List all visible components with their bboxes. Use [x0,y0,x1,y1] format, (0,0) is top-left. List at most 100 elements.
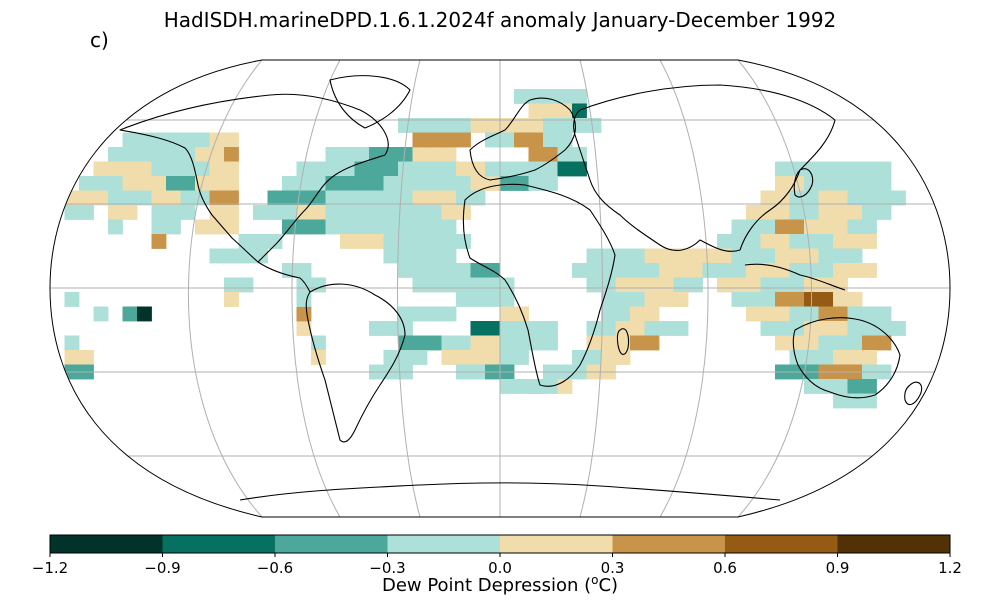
anomaly-cell [789,263,805,278]
anomaly-cell [789,219,805,235]
anomaly-cell [615,248,631,264]
anomaly-cell [833,190,848,206]
anomaly-cell [746,292,761,307]
anomaly-cell [108,176,123,191]
anomaly-cell [876,335,892,351]
anomaly-cell [630,292,645,307]
anomaly-cell [862,234,877,249]
anomaly-cell [833,292,848,307]
anomaly-cell [441,306,457,322]
anomaly-cell [630,335,645,351]
anomaly-cell [427,118,442,133]
anomaly-cell [398,321,413,336]
anomaly-cell [441,219,457,235]
anomaly-cell [253,234,268,249]
anomaly-cell [775,277,790,293]
anomaly-cell [383,176,399,191]
anomaly-cell [470,335,486,351]
anomaly-cell [427,147,442,162]
anomaly-cell [151,132,167,148]
anomaly-cell [79,176,94,191]
anomaly-cell [528,132,544,148]
anomaly-cell [354,190,370,206]
anomaly-cell [238,277,254,293]
anomaly-cell [514,89,529,104]
anomaly-cell [122,147,138,162]
anomaly-cell [833,176,848,191]
coastlines [119,75,923,501]
anomaly-cell [369,234,384,249]
anomaly-cell [369,219,384,235]
anomaly-cell [224,248,239,264]
anomaly-cell [572,350,587,365]
anomaly-cell [586,263,602,278]
colorbar-bin-0 [50,535,163,553]
anomaly-cell [717,263,732,278]
anomaly-cell [412,248,428,264]
anomaly-cell [775,176,790,191]
anomaly-cell [775,306,790,322]
anomaly-cell [630,248,645,264]
anomaly-cell [804,176,819,191]
anomaly-cell [195,132,210,148]
anomaly-cell [108,190,123,206]
anomaly-cell [166,176,181,191]
anomaly-cell [876,176,892,191]
anomaly-cell [789,292,805,307]
anomaly-cell [731,234,747,249]
anomaly-cell [485,292,500,307]
anomaly-cell [876,321,892,336]
anomaly-cell [151,147,167,162]
north-america-coast [119,93,389,263]
anomaly-cell [238,248,254,264]
anomaly-cell [209,176,225,191]
anomaly-cell [166,219,181,235]
anomaly-cell [818,321,834,336]
anomaly-cell [441,350,457,365]
anomaly-cell [79,350,94,365]
anomaly-cell [833,263,848,278]
anomaly-cell [586,248,602,264]
anomaly-cell [180,132,196,148]
anomaly-cell [760,248,776,264]
anomaly-cell [470,292,486,307]
anomaly-cell [470,277,486,293]
anomaly-cell [398,147,413,162]
anomaly-cell [209,147,225,162]
anomaly-cell [543,118,558,133]
anomaly-cell [340,161,355,177]
anomaly-cell [862,350,877,365]
anomaly-cell [441,190,457,206]
anomaly-cell [644,335,660,351]
madagascar-coast [616,328,630,355]
anomaly-cell [847,248,863,264]
anomaly-cell [673,321,689,336]
anomaly-cell [282,176,297,191]
anomaly-cell [833,219,848,235]
anomaly-cell [514,335,529,351]
colorbar-tick-label: −1.2 [31,559,69,577]
anomaly-cell [557,132,573,148]
anomaly-cell [833,277,848,293]
anomaly-cell [514,306,529,322]
anomaly-cell [543,321,558,336]
anomaly-cell [325,161,341,177]
meridian-line [659,60,709,517]
anomaly-cell [412,234,428,249]
anomaly-cell [311,161,326,177]
anomaly-cell [412,176,428,191]
anomaly-cell [572,263,587,278]
anomaly-cell [601,350,616,365]
anomaly-cell [296,219,312,235]
anomaly-cell [804,205,819,220]
anomaly-cell [717,248,732,264]
anomaly-cell [615,292,631,307]
anomaly-cell [499,321,515,336]
anomaly-cell [847,219,863,235]
panel-label: c) [90,28,109,52]
colorbar-tick-label: −0.9 [144,559,181,577]
anomaly-cell [818,335,834,351]
anomaly-cell [311,205,326,220]
anomaly-cell [818,234,834,249]
anomaly-cell [398,350,413,365]
